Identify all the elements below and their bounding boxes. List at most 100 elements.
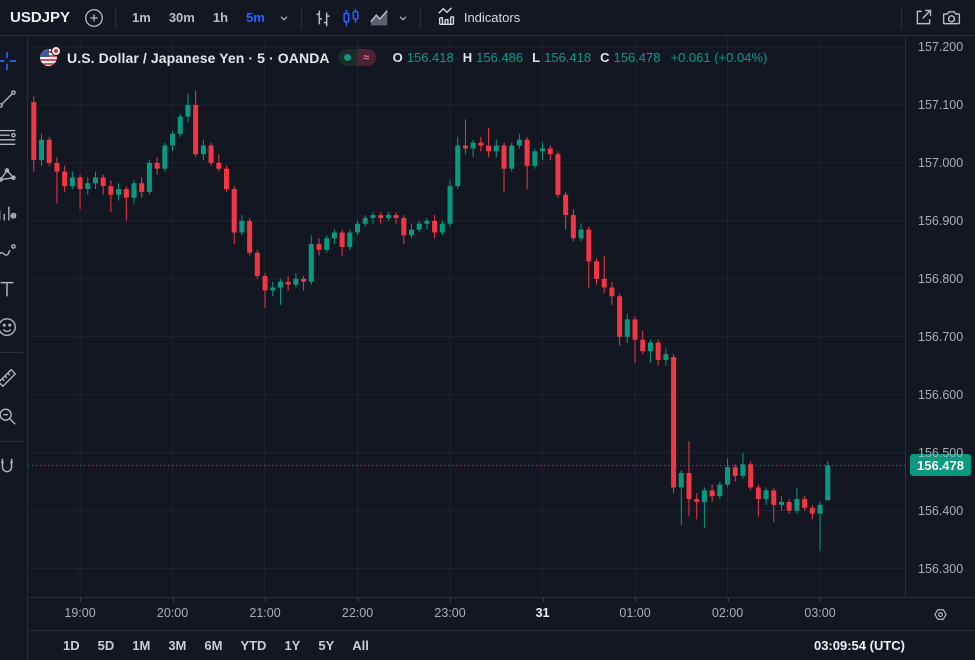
chart-pane[interactable]: U.S. Dollar / Japanese Yen · 5 · OANDA ≈…	[28, 36, 905, 597]
realtime-dot-icon	[337, 49, 357, 66]
zoom-icon[interactable]	[0, 397, 27, 435]
range-5d-button[interactable]: 5D	[89, 634, 124, 658]
time-tick-mark	[172, 598, 174, 602]
time-tick-mark	[80, 598, 82, 602]
low-label: L	[532, 50, 541, 65]
bottom-bar: 1D 5D 1M 3M 6M YTD 1Y 5Y All 03:09:54 (UTC)	[28, 630, 975, 660]
fib-retracement-icon[interactable]	[0, 118, 27, 156]
legend-title[interactable]: U.S. Dollar / Japanese Yen · 5 · OANDA	[67, 49, 330, 66]
settings-icon[interactable]	[931, 605, 950, 624]
toolbar-separator	[300, 6, 302, 29]
crosshair-icon[interactable]	[0, 42, 27, 80]
indicators-label: Indicators	[463, 10, 521, 25]
area-chart-type-icon[interactable]	[365, 4, 393, 32]
low-value: 156.418	[544, 50, 592, 65]
range-5y-button[interactable]: 5Y	[309, 634, 343, 658]
forecast-icon[interactable]	[0, 194, 27, 232]
range-1y-button[interactable]: 1Y	[275, 634, 309, 658]
price-tick: 156.800	[918, 271, 964, 286]
indicators-icon	[436, 5, 458, 30]
high-value: 156.486	[476, 50, 524, 65]
pattern-icon[interactable]	[0, 156, 27, 194]
time-tick-mark	[542, 598, 544, 602]
indicators-button[interactable]: Indicators	[428, 4, 528, 32]
bars-chart-type-icon[interactable]	[309, 4, 337, 32]
price-tick: 156.700	[918, 329, 964, 344]
ruler-icon[interactable]	[0, 359, 27, 397]
timeframe-chevron-icon[interactable]	[274, 4, 294, 32]
delayed-data-icon: ≈	[356, 49, 376, 66]
timeframe-group: 1m 30m 1h 5m	[123, 4, 274, 32]
market-status-pill[interactable]: ≈	[337, 49, 376, 66]
time-tick: 03:00	[804, 606, 836, 620]
toolbar-separator	[115, 6, 117, 29]
time-axis-row: 19:00 20:00 21:00 22:00 23:00 31 01:00 02:00 03:…	[28, 597, 975, 630]
time-tick: 21:00	[249, 606, 281, 620]
time-tick: 22:00	[341, 606, 374, 620]
price-tick: 157.200	[918, 40, 964, 54]
top-toolbar: USDJPY 1m 30m 1h 5m	[0, 0, 975, 36]
timeframe-1h-button[interactable]: 1h	[204, 4, 237, 32]
range-1d-button[interactable]: 1D	[54, 634, 89, 658]
main-area: U.S. Dollar / Japanese Yen · 5 · OANDA ≈…	[0, 36, 975, 660]
price-tick: 156.400	[918, 503, 964, 518]
time-tick-mark	[357, 598, 359, 602]
price-tick: 157.000	[918, 155, 964, 170]
symbol-button[interactable]: USDJPY	[10, 9, 71, 26]
candles-chart-type-icon[interactable]	[337, 4, 365, 32]
range-6m-button[interactable]: 6M	[195, 634, 231, 658]
time-tick: 31	[535, 606, 550, 620]
time-tick-mark	[450, 598, 452, 602]
time-tick-mark	[265, 598, 267, 602]
time-tick: 01:00	[619, 606, 651, 620]
time-tick: 19:00	[64, 606, 96, 620]
price-axis[interactable]: 156.478 157.200 157.100 157.000 156.900 156.…	[905, 36, 975, 597]
price-tick: 156.600	[918, 387, 964, 402]
close-label: C	[600, 50, 610, 65]
range-ytd-button[interactable]: YTD	[231, 634, 275, 658]
magnet-icon[interactable]	[0, 448, 27, 486]
brush-icon[interactable]	[0, 232, 27, 270]
range-3m-button[interactable]: 3M	[159, 634, 195, 658]
chart-row: U.S. Dollar / Japanese Yen · 5 · OANDA ≈…	[28, 36, 975, 597]
trendline-icon[interactable]	[0, 80, 27, 118]
time-tick-mark	[727, 598, 729, 602]
time-axis[interactable]: 19:00 20:00 21:00 22:00 23:00 31 01:00 02:00 03:…	[28, 598, 905, 630]
left-toolbar	[0, 36, 28, 660]
timeframe-30m-button[interactable]: 30m	[160, 4, 204, 32]
axis-settings-corner	[905, 598, 975, 630]
range-1m-button[interactable]: 1M	[123, 634, 159, 658]
close-value: 156.478	[613, 50, 661, 65]
text-icon[interactable]	[0, 270, 27, 308]
timeframe-5m-button[interactable]: 5m	[237, 4, 274, 32]
time-tick: 02:00	[711, 606, 744, 620]
high-label: H	[462, 50, 473, 65]
share-icon[interactable]	[909, 4, 937, 32]
legend: U.S. Dollar / Japanese Yen · 5 · OANDA ≈…	[40, 46, 768, 67]
change-value: +0.061 (+0.04%)	[670, 50, 768, 65]
chart-type-chevron-icon[interactable]	[393, 4, 413, 32]
tool-separator	[0, 352, 23, 353]
candlestick-chart[interactable]	[28, 36, 905, 597]
camera-icon[interactable]	[937, 4, 965, 32]
usdjpy-flag-icon	[40, 46, 61, 67]
range-all-button[interactable]: All	[343, 634, 378, 658]
emoji-icon[interactable]	[0, 308, 27, 346]
open-value: 156.418	[406, 50, 454, 65]
open-label: O	[392, 50, 403, 65]
time-tick-mark	[635, 598, 637, 602]
clock-button[interactable]: 03:09:54 (UTC)	[813, 638, 905, 653]
price-tick: 156.900	[918, 213, 964, 228]
toolbar-separator	[901, 6, 902, 29]
price-tick: 156.500	[918, 445, 964, 460]
last-price-badge: 156.478	[910, 454, 971, 477]
content-column: U.S. Dollar / Japanese Yen · 5 · OANDA ≈…	[28, 36, 975, 660]
price-tick: 157.100	[918, 97, 964, 112]
price-tick: 156.300	[918, 561, 964, 576]
timeframe-1m-button[interactable]: 1m	[123, 4, 160, 32]
compare-add-icon[interactable]	[80, 4, 108, 32]
time-tick: 23:00	[434, 606, 466, 620]
time-tick: 20:00	[156, 606, 189, 620]
tool-separator	[0, 441, 23, 442]
